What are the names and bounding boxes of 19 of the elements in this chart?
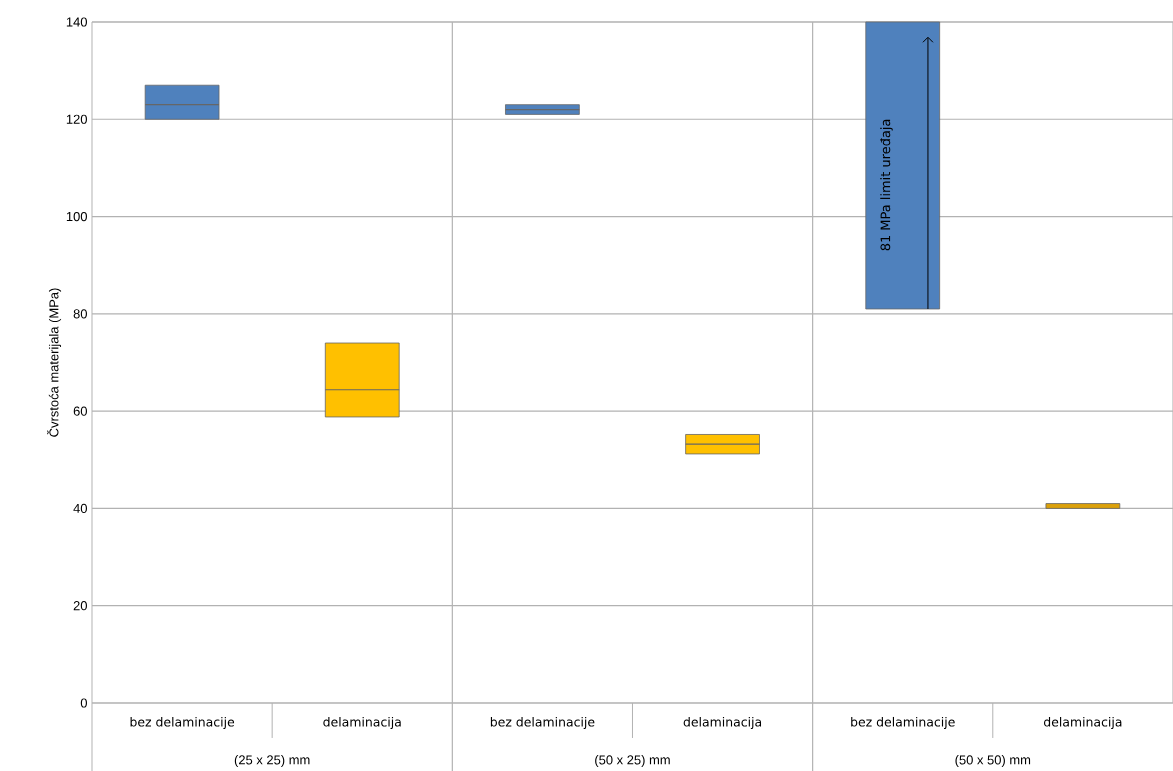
text: (25 x 25) mm — [234, 754, 310, 768]
x-tick-label: delaminacija — [323, 716, 401, 730]
x-tick-label: bez delaminacije — [490, 716, 595, 730]
text: (50 x 25) mm — [595, 754, 670, 768]
x-tick-label: bez delaminacije — [851, 716, 955, 730]
y-axis-title: Čvrstoća materijala (MPa) — [47, 288, 62, 437]
y-tick-label: 140 — [66, 17, 87, 27]
y-tick-label: 0 — [80, 698, 87, 708]
y-tick-label: 100 — [66, 211, 87, 222]
y-tick-label: 20 — [73, 601, 87, 611]
annotation: 81 MPa limit uređaja — [880, 119, 893, 251]
y-tick-label: 80 — [73, 309, 87, 319]
y-tick-label: 120 — [66, 114, 87, 124]
x-tick-label: delaminacija — [1043, 716, 1122, 730]
y-tick-label: 40 — [73, 503, 87, 513]
text: (50 x 50) mm — [955, 754, 1031, 768]
y-tick-label: 60 — [73, 406, 87, 416]
x-tick-label: delaminacija — [683, 716, 762, 730]
x-tick-label: bez delaminacije — [130, 716, 235, 730]
